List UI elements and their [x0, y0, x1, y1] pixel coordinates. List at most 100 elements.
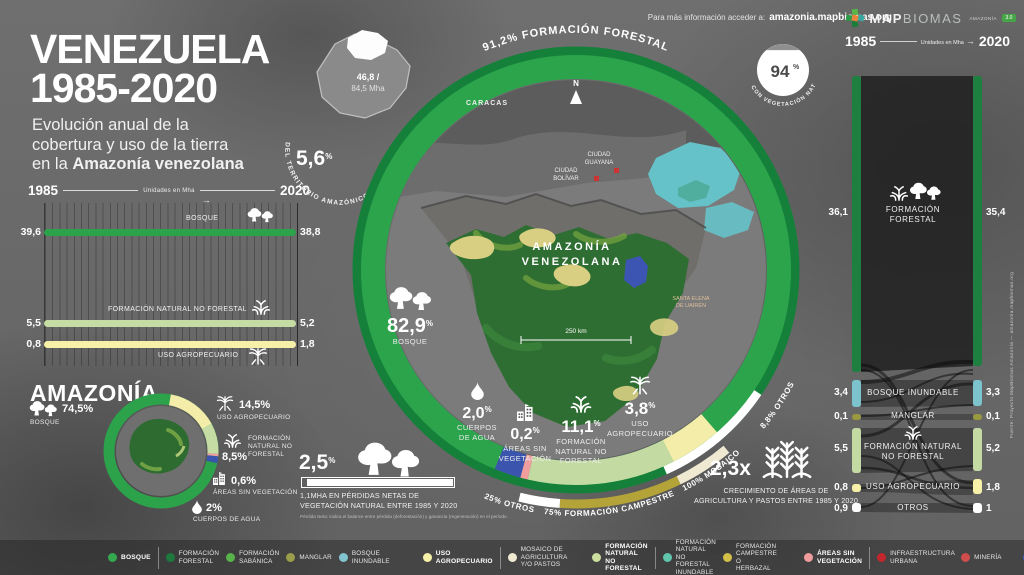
- bar-agro-1985: [852, 484, 861, 492]
- title-years: 1985-2020: [30, 65, 218, 111]
- legend-color-swatch: [722, 553, 732, 562]
- bar-ff-2020: [973, 76, 982, 366]
- axis-start-year: 1985: [28, 183, 59, 198]
- bar-ff-1985: [852, 76, 861, 372]
- sankey-flows: [860, 76, 974, 513]
- grass-icon: [888, 186, 910, 201]
- bar-fnnf-1985: [852, 428, 861, 473]
- axis-end-year: 2020: [279, 183, 310, 198]
- sankey-units-label: Unidades en Mha: [921, 36, 975, 46]
- water-drop-icon: [192, 500, 202, 514]
- legend-item-mosaico: MOSAICO DE AGRICULTURA Y/O PASTOS: [507, 546, 568, 569]
- sankey-start-year: 1985: [845, 33, 877, 49]
- amz-bosque-pct: 74,5%: [62, 403, 94, 415]
- bosque-trend-bar: [44, 229, 296, 236]
- amz-fnnf-label: FORMACIÓN NATURAL NO FORESTAL: [248, 435, 293, 458]
- mg-2020-value: 0,1: [986, 411, 1000, 422]
- agro-growth-caption: CRECIMIENTO DE ÁREAS DE AGRICULTURA Y PAS…: [693, 486, 859, 505]
- legend-item-formacion-sabanica: FORMACIÓN SABÁNICA: [226, 550, 279, 565]
- legend-bar: BOSQUE FORMACIÓN FORESTAL FORMACIÓN SABÁ…: [0, 539, 1024, 575]
- wheat-icon: [758, 436, 816, 480]
- otros-1985-value: 0,9: [834, 503, 848, 514]
- bar-agro-2020: [973, 479, 982, 494]
- legend-divider: [157, 546, 159, 569]
- legend-item-campestre: FORMACIÓN CAMPESTRE O HERBAZAL: [722, 543, 777, 573]
- net-loss-bar: [301, 477, 455, 488]
- legend-item-areas-sin-vegetacion: ÁREAS SIN VEGETACIÓN: [803, 550, 862, 565]
- buildings-icon: [212, 472, 227, 485]
- stat-bosque: 82,9% BOSQUE: [370, 284, 450, 347]
- trees-icon: [28, 399, 58, 417]
- agro-end-value: 1,8: [300, 338, 315, 350]
- bar-fnnf-2020: [973, 428, 982, 471]
- amz-asv-pct: 0,6%: [231, 475, 257, 487]
- amz-agua-pct: 2%: [206, 502, 222, 514]
- series-label-fnnf: FORMACIÓN NATURAL NO FORESTAL: [108, 306, 248, 313]
- fnnf-trend-bar: [44, 320, 296, 327]
- net-loss-block: 2,5%: [299, 451, 336, 474]
- label-ciudad-guayana-1: CIUDAD: [587, 152, 611, 158]
- legend-color-swatch: [286, 553, 296, 562]
- fnnf-1985-value: 5,5: [834, 443, 848, 454]
- legend-color-swatch: [338, 553, 348, 562]
- amz-agro-label: USO AGROPECUARIO: [217, 414, 291, 421]
- legend-divider: [869, 546, 871, 569]
- fnnf-label: FORMACIÓN NATURAL NO FORESTAL: [863, 442, 963, 461]
- bosque-end-value: 38,8: [300, 226, 321, 238]
- page-title: VENEZUELA 1985-2020: [30, 29, 270, 111]
- agro-2020-value: 1,8: [986, 482, 1000, 493]
- net-loss-caption: 1,1MHA EN PÉRDIDAS NETAS DE VEGETACIÓN NA…: [300, 491, 458, 510]
- bi-2020-value: 3,3: [986, 387, 1000, 398]
- legend-color-swatch: [226, 553, 236, 562]
- agro-1985-value: 0,8: [834, 482, 848, 493]
- amazonia-donut: [103, 393, 219, 509]
- mg-1985-value: 0,1: [834, 411, 848, 422]
- label-ciudad-bolivar-2: BOLÍVAR: [553, 175, 579, 182]
- legend-item-fnnf: FORMACIÓN NATURAL NO FORESTAL: [592, 543, 648, 573]
- label-ciudad-bolivar-1: CIUDAD: [554, 168, 578, 174]
- agro-label: USO AGROPECUARIO: [865, 482, 961, 491]
- legend-item-uso-agropecuario: USO AGROPECUARIO: [422, 550, 493, 565]
- legend-color-swatch: [108, 553, 117, 562]
- legend-item-infraestructura: INFRAESTRUCTURA URBANA: [877, 550, 954, 565]
- trees-icon: [387, 284, 433, 311]
- otros-2020-value: 1: [986, 503, 992, 514]
- label-region-1: AMAZONÍA: [532, 240, 611, 253]
- info-link[interactable]: amazonia.mapbiomas.org: [769, 12, 892, 23]
- legend-item-formacion-forestal: FORMACIÓN FORESTAL: [165, 550, 219, 565]
- legend-color-swatch: [592, 553, 602, 562]
- trees-icon: [908, 180, 942, 201]
- ring-formacion-forestal: [352, 46, 800, 494]
- sankey-end-year: 2020: [978, 33, 1010, 49]
- legend-color-swatch: [422, 553, 432, 562]
- stat-asv: 0,2% ÁREAS SIN VEGETACIÓN: [492, 404, 558, 463]
- crops-icon: [216, 396, 234, 411]
- main-circle-chart: 91,2% FORMACIÓN FORESTAL 25% OTROS 75% F…: [324, 23, 817, 518]
- page-subtitle: Evolución anual de la cobertura y uso de…: [32, 116, 244, 173]
- svg-text:N: N: [573, 79, 579, 88]
- trees-icon: [246, 206, 274, 223]
- scale-label: 250 km: [565, 328, 586, 335]
- bar-mg-1985: [852, 414, 861, 420]
- ff-1985-value: 36,1: [828, 207, 848, 218]
- water-drop-icon: [471, 382, 484, 400]
- bar-bi-2020: [973, 380, 982, 406]
- bi-label: BOSQUE INUNDABLE: [867, 388, 959, 397]
- net-loss-footnote: Pérdida Neta: indica el balance entre pé…: [300, 514, 508, 519]
- ff-label: FORMACIÓN FORESTAL: [885, 205, 941, 224]
- stat-agua: 2,0% CUERPOS DE AGUA: [446, 382, 508, 442]
- venezuela-land-cover-map: [386, 80, 766, 460]
- legend-color-swatch: [961, 553, 971, 562]
- bar-bi-1985: [852, 380, 861, 407]
- label-santa-elena-2: DE UAIRÉN: [676, 302, 706, 309]
- subarc-campestre: [337, 31, 815, 509]
- legend-item-bosque: BOSQUE: [108, 553, 151, 562]
- mapbiomas-logo[interactable]: MAPBIOMAS AMAZONÍA 3.0: [845, 8, 1016, 28]
- otros-label: OTROS: [897, 503, 929, 512]
- legend-color-swatch: [1022, 553, 1024, 562]
- legend-item-mineria: MINERÍA: [961, 553, 1002, 562]
- bi-1985-value: 3,4: [834, 387, 848, 398]
- agro-growth-factor: 2,3x: [710, 457, 751, 480]
- legend-color-swatch: [877, 553, 887, 562]
